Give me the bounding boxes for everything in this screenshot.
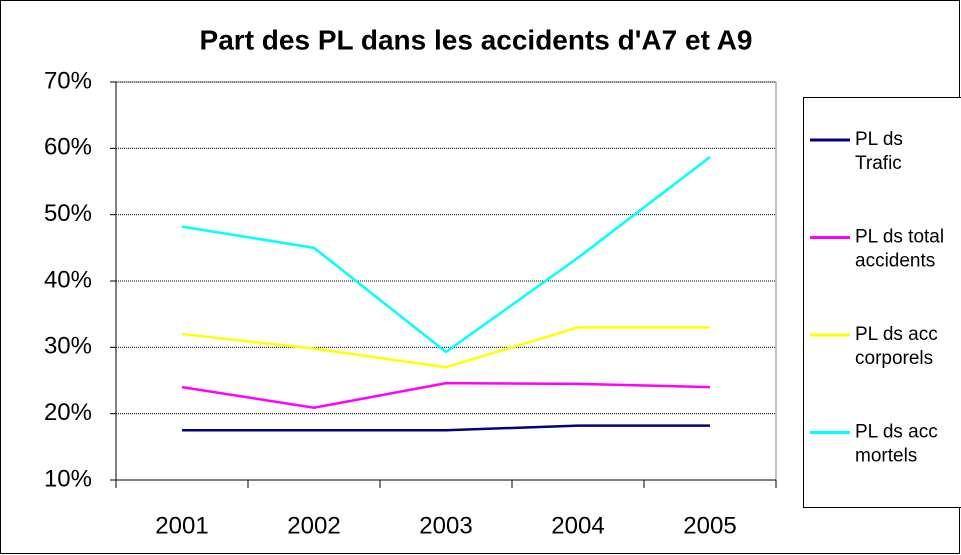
y-tick-label: 60% <box>44 134 92 161</box>
data-line <box>181 326 710 369</box>
legend-label-line: Trafic <box>855 153 902 174</box>
legend-label: PL ds acc mortels <box>855 422 938 467</box>
legend-label-line: mortels <box>855 446 917 467</box>
y-tick-label: 50% <box>44 200 92 227</box>
x-tick-label: 2002 <box>287 512 340 539</box>
legend-label: PL ds acc corporels <box>855 324 938 369</box>
legend: PL ds Trafic PL ds total accidents PL ds acc… <box>810 129 944 467</box>
legend-label-line: accidents <box>855 251 935 272</box>
x-tick-label: 2005 <box>683 512 736 539</box>
y-tick-label: 70% <box>44 67 92 94</box>
y-tick-label: 40% <box>44 266 92 293</box>
legend-label-line: PL ds acc <box>855 324 938 345</box>
legend-label-line: PL ds acc <box>855 422 938 443</box>
data-line <box>182 424 710 432</box>
data-line <box>181 155 711 354</box>
x-tick-label: 2003 <box>419 512 472 539</box>
legend-box <box>803 97 961 508</box>
y-tick-label: 30% <box>44 333 92 360</box>
x-tick-label: 2001 <box>155 512 208 539</box>
legend-label-line: PL ds <box>855 129 903 150</box>
legend-label: PL ds total accidents <box>855 227 944 272</box>
legend-label: PL ds Trafic <box>855 129 903 174</box>
legend-label-line: corporels <box>855 348 933 369</box>
data-line <box>181 381 711 409</box>
y-tick-label: 10% <box>44 465 92 492</box>
chart-title: Part des PL dans les accidents d'A7 et A… <box>200 24 753 55</box>
legend-label-line: PL ds total <box>855 227 944 248</box>
x-tick-label: 2004 <box>551 512 604 539</box>
y-tick-label: 20% <box>44 399 92 426</box>
